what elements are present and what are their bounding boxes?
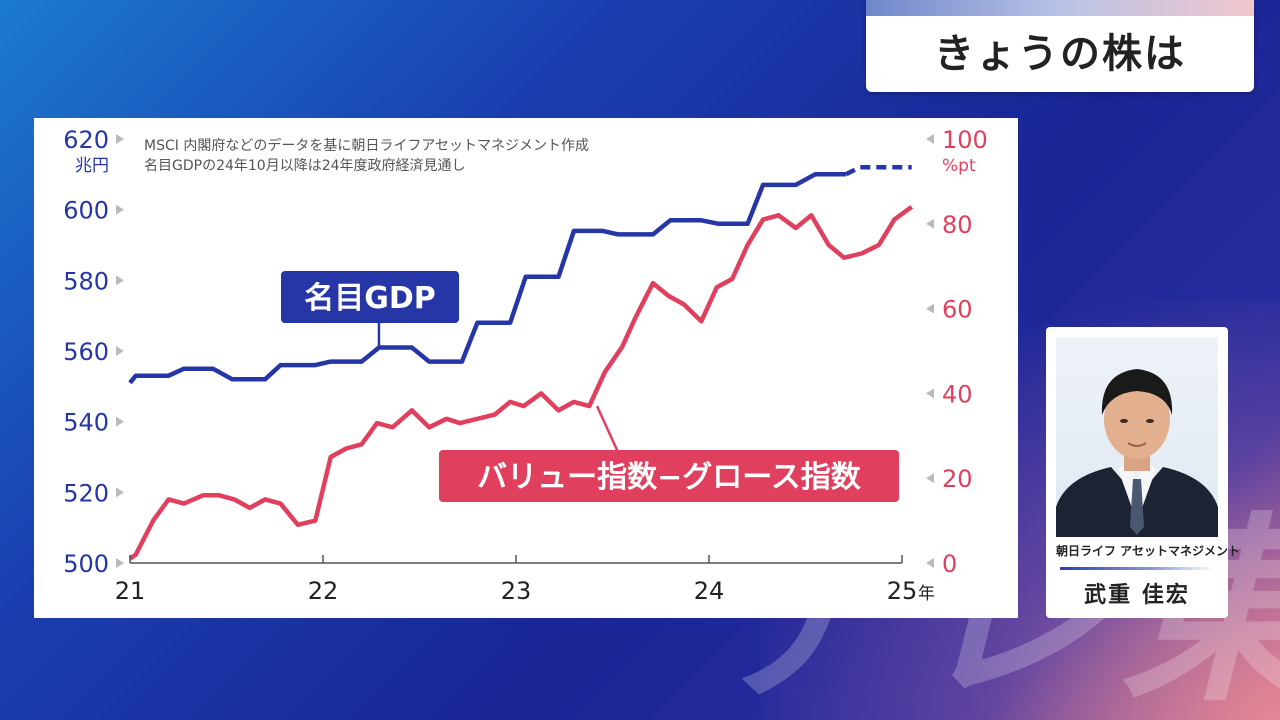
chart-panel: MSCI 内閣府などのデータを基に朝日ライフアセットマネジメント作成 名目GDPの…: [34, 118, 1018, 618]
value-growth-callout-label: バリュー指数−グロース指数: [477, 460, 862, 495]
y-right-tick-label: 40: [942, 380, 973, 408]
gdp-callout-label: 名目GDP: [304, 281, 436, 316]
x-tick-label: 23: [501, 577, 532, 605]
y-left-unit: 兆円: [75, 156, 109, 176]
x-axis-unit: 年: [918, 584, 935, 604]
y-left-tick-marker: [116, 346, 124, 356]
company-underline: [1060, 567, 1214, 570]
chart-note: MSCI 内閣府などのデータを基に朝日ライフアセットマネジメント作成: [144, 137, 589, 154]
y-left-tick-marker: [116, 275, 124, 286]
y-left-tick-label: 620: [63, 126, 109, 154]
guest-company: 朝日ライフ アセットマネジメント: [1056, 544, 1240, 558]
y-right-tick-label: 60: [942, 296, 973, 324]
y-left-tick-marker: [116, 416, 124, 427]
y-left-tick-marker: [116, 134, 124, 144]
chart-note: 名目GDPの24年10月以降は24年度政府経済見通し: [144, 158, 466, 174]
y-left-tick-label: 520: [63, 479, 109, 507]
y-left-tick-label: 540: [63, 409, 109, 437]
line-chart: MSCI 内閣府などのデータを基に朝日ライフアセットマネジメント作成名目GDPの…: [63, 126, 988, 605]
y-right-tick-marker: [926, 303, 934, 314]
segment-title-box: きょうの株は: [866, 0, 1254, 92]
title-accent-strip: [866, 0, 1254, 16]
guest-photo: [1056, 337, 1218, 537]
guest-card: 朝日ライフ アセットマネジメント 武重 佳宏: [1046, 327, 1240, 618]
y-left-tick-marker: [116, 204, 124, 215]
y-left-tick-label: 500: [63, 550, 109, 578]
x-tick-label: 25: [887, 577, 918, 605]
y-left-tick-label: 600: [63, 197, 109, 225]
y-right-tick-label: 0: [942, 550, 957, 578]
y-left-tick-marker: [116, 487, 124, 498]
y-right-tick-marker: [926, 558, 934, 568]
y-right-tick-marker: [926, 473, 934, 484]
y-right-tick-label: 20: [942, 465, 973, 493]
gdp-callout-box: [281, 271, 459, 323]
y-right-tick-label: 100: [942, 126, 988, 154]
guest-name: 武重 佳宏: [1084, 583, 1190, 608]
y-left-tick-label: 580: [63, 267, 109, 295]
x-tick-label: 22: [308, 577, 339, 605]
y-left-tick-marker: [116, 558, 124, 568]
nominal-gdp-series-line: [128, 172, 846, 385]
value-growth-callout-box: [439, 450, 899, 502]
x-tick-label: 21: [115, 577, 146, 605]
y-right-tick-label: 80: [942, 211, 973, 239]
value-growth-series-line: [128, 204, 914, 561]
x-tick-label: 24: [694, 577, 725, 605]
y-right-tick-marker: [926, 388, 934, 399]
y-right-tick-marker: [926, 218, 934, 229]
nominal-gdp-projection-line: [844, 165, 912, 177]
y-left-tick-label: 560: [63, 338, 109, 366]
y-right-unit: %pt: [942, 156, 976, 176]
y-right-tick-marker: [926, 134, 934, 144]
person-portrait-icon: [1056, 369, 1218, 537]
segment-title: きょうの株は: [934, 31, 1186, 77]
